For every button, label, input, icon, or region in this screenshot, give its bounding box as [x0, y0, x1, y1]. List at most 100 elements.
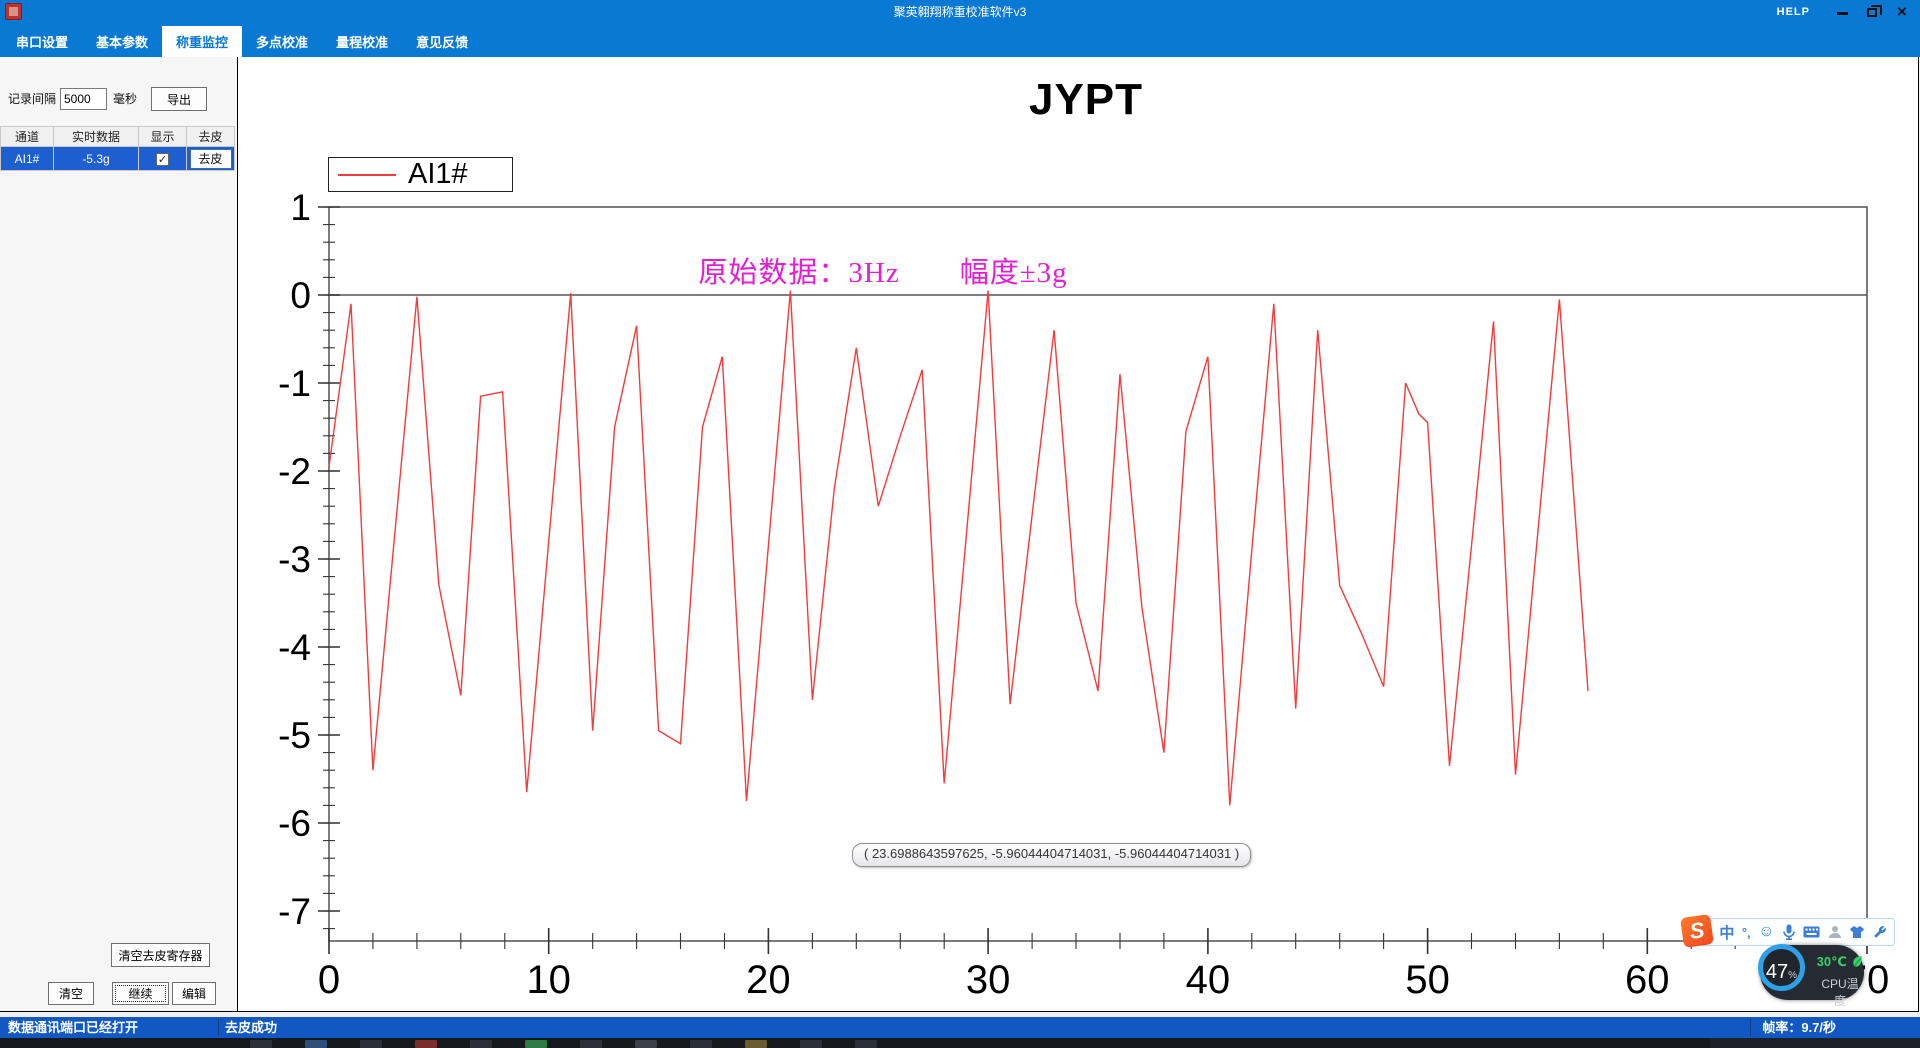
- sidebar-panel: 记录间隔 毫秒 导出 通道 实时数据 显示 去皮 AI1# -5.3g ✓ 去皮…: [0, 57, 237, 1012]
- restore-icon: [1867, 4, 1882, 17]
- taskbar-item[interactable]: [415, 1040, 437, 1048]
- continue-button[interactable]: 继续: [112, 982, 169, 1005]
- cpu-usage-gauge: 47 %: [1758, 944, 1805, 991]
- app-icon: [5, 3, 22, 20]
- legend-line-sample: [338, 173, 396, 176]
- taskbar-item[interactable]: [745, 1040, 767, 1048]
- cpu-usage-percent: 47: [1765, 961, 1789, 983]
- status-framerate: 帧率：9.7/秒: [1762, 1020, 1836, 1035]
- status-separator: [218, 1019, 219, 1036]
- svg-text:-3: -3: [278, 539, 311, 580]
- edit-button[interactable]: 编辑: [172, 982, 216, 1005]
- taskbar-tray: [1710, 1038, 1920, 1048]
- soft-keyboard-icon[interactable]: [1803, 926, 1820, 938]
- tab-3[interactable]: 多点校准: [256, 35, 309, 50]
- taskbar-item[interactable]: [250, 1040, 272, 1048]
- leaf-icon: [1851, 955, 1863, 973]
- chart-annotation: 原始数据：3Hz 幅度±3g: [698, 257, 1068, 289]
- header-channel: 通道: [0, 126, 54, 147]
- export-button[interactable]: 导出: [151, 87, 207, 111]
- tare-cell: 去皮: [186, 146, 235, 171]
- cpu-temperature-block: 30℃ CPU温度: [1816, 953, 1864, 1009]
- chart-panel: 0 10 20 30 40 50 60 70 1 0 -1 -2 -3 -4 -5 -6 -7 JYPT AI1…: [237, 57, 1919, 1012]
- close-icon: ×: [1897, 2, 1907, 21]
- svg-text:10: 10: [526, 958, 571, 1002]
- channel-cell: AI1#: [0, 146, 54, 171]
- tab-5[interactable]: 意见反馈: [416, 35, 469, 50]
- svg-text:0: 0: [318, 958, 340, 1002]
- svg-text:20: 20: [746, 958, 791, 1002]
- punctuation-toggle-icon[interactable]: °‚: [1741, 924, 1751, 940]
- svg-text:-7: -7: [278, 891, 311, 932]
- svg-text:-6: -6: [278, 803, 311, 844]
- sogou-logo-icon[interactable]: S: [1680, 914, 1714, 948]
- emoji-icon[interactable]: ☺: [1758, 923, 1775, 940]
- header-display: 显示: [138, 126, 187, 147]
- tab-2[interactable]: 称重监控: [162, 26, 243, 57]
- taskbar[interactable]: [0, 1038, 1920, 1048]
- chart-title: JYPT: [1028, 75, 1144, 124]
- svg-text:30: 30: [966, 958, 1011, 1002]
- svg-text:-2: -2: [278, 451, 311, 492]
- window-title: 聚英翱翔称重校准软件v3: [893, 5, 1027, 19]
- tab-0[interactable]: 串口设置: [16, 35, 69, 50]
- taskbar-item[interactable]: [690, 1040, 712, 1048]
- table-row[interactable]: AI1# -5.3g ✓ 去皮: [0, 146, 235, 171]
- header-realtime-data: 实时数据: [53, 126, 139, 147]
- display-cell: ✓: [138, 146, 187, 171]
- tab-1[interactable]: 基本参数: [96, 35, 149, 50]
- clear-tare-register-button[interactable]: 清空去皮寄存器: [111, 943, 210, 967]
- svg-text:60: 60: [1625, 958, 1670, 1002]
- taskbar-item[interactable]: [360, 1040, 382, 1048]
- ime-toolbar[interactable]: S 中 °‚ ☺: [1680, 914, 1895, 948]
- taskbar-item[interactable]: [800, 1040, 822, 1048]
- record-interval-label: 记录间隔: [8, 92, 57, 106]
- tab-4[interactable]: 量程校准: [336, 35, 389, 50]
- title-bar: 聚英翱翔称重校准软件v3 HELP ×: [0, 0, 1920, 24]
- cpu-temperature-value: 30℃: [1816, 954, 1847, 969]
- record-interval-input[interactable]: [60, 88, 107, 110]
- close-button[interactable]: ×: [1888, 0, 1916, 24]
- svg-text:-1: -1: [278, 363, 311, 404]
- help-button[interactable]: HELP: [1776, 6, 1810, 18]
- microphone-icon[interactable]: [1782, 924, 1796, 940]
- skin-icon[interactable]: [1849, 925, 1865, 939]
- taskbar-item[interactable]: [305, 1040, 327, 1048]
- status-tare: 去皮成功: [225, 1020, 278, 1035]
- cpu-monitor-widget[interactable]: 47 % 30℃ CPU温度: [1758, 944, 1864, 1008]
- svg-text:1: 1: [290, 187, 311, 228]
- header-tare: 去皮: [186, 126, 235, 147]
- clear-button[interactable]: 清空: [48, 982, 94, 1005]
- status-bar: 数据通讯端口已经打开 去皮成功 帧率：9.7/秒: [0, 1017, 1920, 1038]
- display-checkbox[interactable]: ✓: [156, 152, 169, 166]
- restore-button[interactable]: [1858, 0, 1886, 24]
- svg-text:-5: -5: [278, 715, 311, 756]
- minimize-icon: [1836, 11, 1848, 15]
- taskbar-item[interactable]: [580, 1040, 602, 1048]
- cpu-temperature-label: CPU温度: [1821, 977, 1859, 1008]
- channel-table-header: 通道 实时数据 显示 去皮: [0, 126, 235, 147]
- account-icon[interactable]: [1828, 925, 1842, 939]
- cpu-usage-percent-unit: %: [1788, 970, 1798, 981]
- taskbar-item[interactable]: [635, 1040, 657, 1048]
- chinese-english-toggle-icon[interactable]: 中: [1719, 924, 1735, 942]
- svg-text:-4: -4: [278, 627, 311, 668]
- legend-series-label: AI1#: [408, 158, 468, 190]
- taskbar-item[interactable]: [470, 1040, 492, 1048]
- realtime-value-cell: -5.3g: [53, 146, 139, 171]
- svg-text:0: 0: [290, 275, 311, 316]
- record-interval-row: 记录间隔 毫秒 导出: [0, 87, 237, 112]
- status-port: 数据通讯端口已经打开: [8, 1020, 139, 1035]
- svg-text:50: 50: [1405, 958, 1450, 1002]
- taskbar-item[interactable]: [525, 1040, 547, 1048]
- taskbar-item[interactable]: [855, 1040, 877, 1048]
- chart-legend: AI1#: [328, 157, 513, 192]
- tare-button[interactable]: 去皮: [189, 148, 232, 169]
- channel-table: 通道 实时数据 显示 去皮 AI1# -5.3g ✓ 去皮: [0, 126, 235, 171]
- interval-unit-label: 毫秒: [113, 92, 138, 106]
- svg-text:40: 40: [1186, 958, 1231, 1002]
- minimize-button[interactable]: [1828, 0, 1856, 24]
- settings-wrench-icon[interactable]: [1873, 925, 1887, 939]
- chart-tooltip: ( 23.6988643597625, -5.96044404714031, -…: [852, 843, 1252, 867]
